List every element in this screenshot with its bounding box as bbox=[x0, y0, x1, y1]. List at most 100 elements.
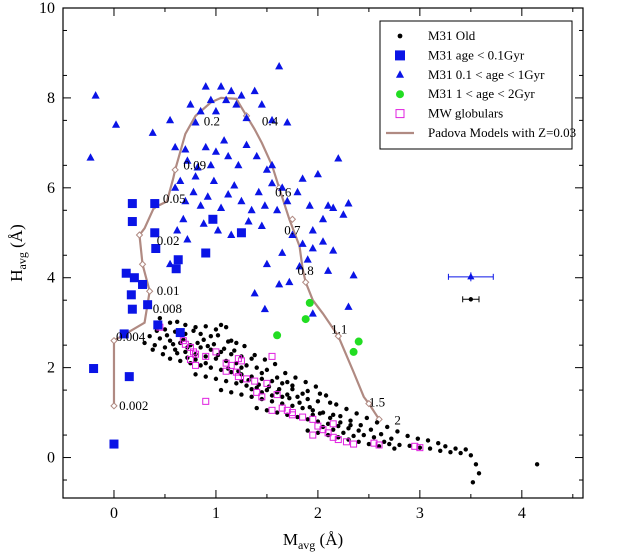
old-cluster-point bbox=[387, 441, 392, 447]
model-point bbox=[288, 215, 297, 223]
old-cluster-point bbox=[295, 414, 300, 420]
intermediate-age-point bbox=[203, 192, 212, 200]
intermediate-age-point bbox=[196, 106, 205, 115]
old-cluster-point bbox=[203, 374, 208, 379]
mw-globular-point bbox=[258, 393, 266, 401]
mw-globular-point bbox=[202, 352, 210, 360]
old-cluster-point bbox=[330, 427, 336, 432]
legend-marker-intermediate bbox=[395, 70, 405, 78]
intermediate-age-point bbox=[273, 205, 282, 214]
old-cluster-point bbox=[195, 340, 200, 346]
old-cluster-point bbox=[218, 367, 224, 373]
intermediate-age-point bbox=[344, 199, 353, 207]
intermediate-age-point bbox=[324, 266, 333, 274]
old-cluster-point bbox=[274, 375, 280, 380]
mid-age-point bbox=[273, 331, 282, 340]
old-cluster-point bbox=[348, 422, 353, 428]
intermediate-age-point bbox=[267, 160, 277, 169]
old-cluster-point bbox=[213, 327, 219, 332]
young-cluster-point bbox=[127, 304, 137, 314]
old-cluster-point bbox=[244, 383, 249, 388]
old-cluster-point bbox=[249, 356, 254, 361]
intermediate-age-point bbox=[242, 113, 251, 122]
mw-globular-point bbox=[299, 413, 307, 421]
old-cluster-point bbox=[232, 348, 237, 353]
old-cluster-point bbox=[249, 387, 254, 392]
old-cluster-point bbox=[269, 399, 275, 404]
model-age-labels: 0.002 0.004 0.008 0.01 0.02 0.05 0.09 0.2 0.4 0.6… bbox=[116, 113, 401, 427]
intermediate-age-point bbox=[201, 142, 210, 151]
old-cluster-point bbox=[338, 420, 343, 425]
intermediate-age-point bbox=[293, 187, 302, 196]
intermediate-age-point bbox=[349, 270, 358, 279]
old-cluster-point bbox=[415, 436, 421, 441]
intermediate-age-point bbox=[193, 163, 202, 171]
model-line bbox=[112, 96, 381, 420]
intermediate-age-point bbox=[262, 165, 271, 173]
intermediate-age-point bbox=[313, 169, 322, 178]
old-cluster-point bbox=[346, 437, 351, 442]
y-axis-title-unit: (Å) bbox=[7, 224, 26, 252]
old-cluster-point bbox=[259, 376, 265, 382]
old-cluster-point bbox=[188, 360, 193, 366]
series-m31-young bbox=[89, 199, 246, 449]
x-tick-label: 3 bbox=[416, 505, 424, 522]
old-cluster-point bbox=[203, 360, 208, 366]
intermediate-age-point bbox=[183, 156, 192, 164]
old-cluster-point bbox=[262, 357, 268, 362]
intermediate-age-point bbox=[308, 244, 317, 252]
old-cluster-point bbox=[259, 396, 265, 402]
x-tick-label: 4 bbox=[518, 505, 526, 522]
legend-box bbox=[379, 20, 573, 150]
old-cluster-point bbox=[341, 430, 346, 436]
old-cluster-point bbox=[234, 340, 239, 346]
intermediate-age-point bbox=[232, 100, 241, 108]
intermediate-age-point bbox=[216, 82, 226, 90]
old-cluster-point bbox=[198, 331, 203, 337]
young-cluster-point bbox=[173, 255, 183, 265]
intermediate-age-point bbox=[278, 183, 287, 191]
old-cluster-point bbox=[167, 320, 173, 325]
mid-age-point bbox=[305, 298, 314, 307]
model-point bbox=[334, 332, 343, 340]
old-cluster-point bbox=[436, 440, 441, 446]
model-age-label: 0.09 bbox=[183, 157, 206, 172]
old-cluster-point bbox=[397, 442, 402, 448]
y-axis-ticks: 0 2 4 6 8 10 bbox=[39, 0, 583, 481]
old-cluster-point bbox=[203, 324, 208, 329]
legend-marker-mw bbox=[395, 109, 405, 119]
intermediate-age-point bbox=[201, 82, 210, 90]
old-cluster-point bbox=[193, 357, 198, 362]
mw-globular-point bbox=[234, 373, 242, 381]
old-cluster-point bbox=[534, 462, 540, 467]
intermediate-age-point bbox=[224, 151, 233, 160]
mw-globular-point bbox=[222, 367, 230, 375]
young-cluster-point bbox=[126, 290, 136, 300]
series-m31-intermediate bbox=[86, 61, 358, 317]
old-cluster-point bbox=[425, 438, 431, 443]
mw-globular-point bbox=[329, 433, 337, 441]
model-age-label: 0.2 bbox=[204, 113, 220, 128]
old-cluster-point bbox=[458, 450, 463, 456]
mw-globular-point bbox=[222, 359, 230, 367]
model-age-label: 0.02 bbox=[157, 233, 180, 248]
old-cluster-point bbox=[249, 394, 254, 400]
old-cluster-point bbox=[191, 328, 196, 333]
intermediate-age-point bbox=[267, 115, 277, 124]
old-cluster-point bbox=[354, 411, 359, 416]
intermediate-age-point bbox=[334, 154, 343, 162]
series-m31-mid-age bbox=[273, 298, 363, 356]
intermediate-age-point bbox=[262, 259, 271, 268]
young-cluster-point bbox=[175, 328, 185, 338]
model-point bbox=[110, 402, 118, 410]
old-cluster-point bbox=[223, 324, 229, 330]
model-age-label: 0.7 bbox=[284, 223, 301, 238]
old-cluster-point bbox=[366, 441, 372, 447]
intermediate-age-point bbox=[211, 147, 220, 155]
model-age-label: 1.1 bbox=[331, 321, 347, 336]
intermediate-age-point bbox=[308, 309, 317, 317]
mid-age-point bbox=[301, 315, 310, 324]
intermediate-age-point bbox=[216, 203, 226, 211]
series-mw-globulars bbox=[156, 323, 424, 452]
